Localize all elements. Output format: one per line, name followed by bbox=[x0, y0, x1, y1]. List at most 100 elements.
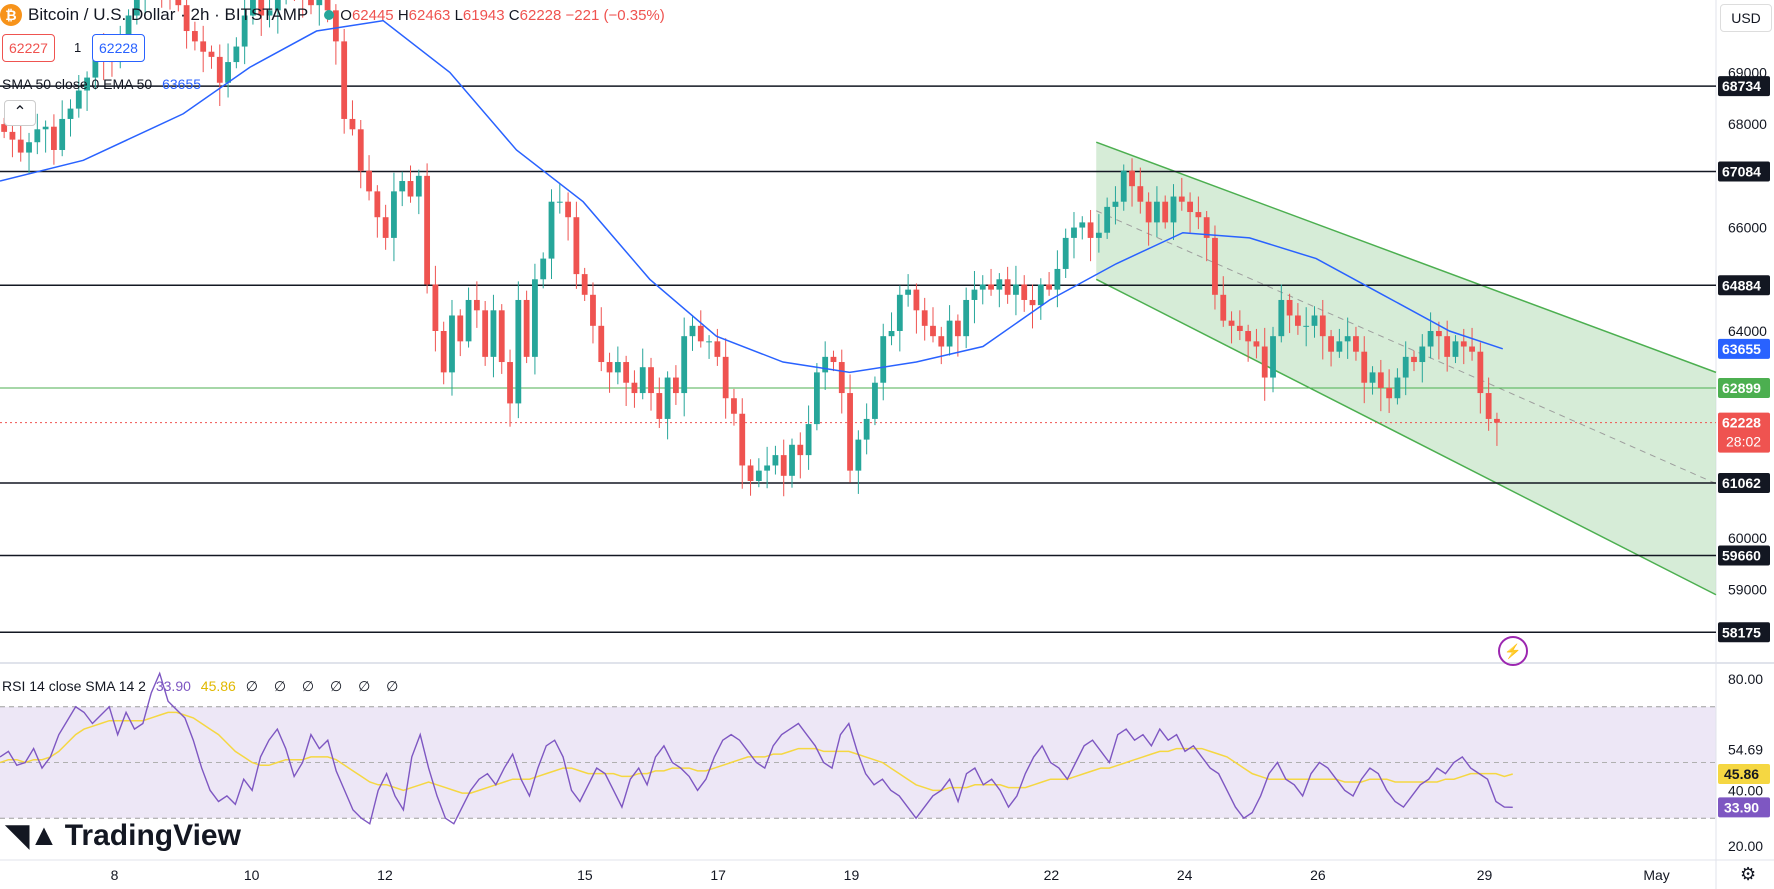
candle-body[interactable] bbox=[523, 299, 530, 357]
candle-body[interactable] bbox=[432, 284, 439, 331]
candle-body[interactable] bbox=[532, 279, 538, 357]
candle-body[interactable] bbox=[440, 331, 447, 373]
candle-body[interactable] bbox=[1, 124, 8, 132]
candle-body[interactable] bbox=[755, 470, 762, 481]
candle-body[interactable] bbox=[1369, 372, 1376, 383]
symbol-title[interactable]: Bitcoin / U.S. Dollar · 2h · BITSTAMP bbox=[28, 5, 309, 24]
candle-body[interactable] bbox=[1220, 294, 1227, 321]
sell-price-button[interactable]: 62227 bbox=[2, 34, 55, 62]
candle-body[interactable] bbox=[1120, 170, 1127, 202]
candle-body[interactable] bbox=[515, 299, 522, 404]
candle-body[interactable] bbox=[689, 325, 696, 337]
candle-body[interactable] bbox=[805, 424, 812, 456]
candle-body[interactable] bbox=[813, 372, 820, 425]
candle-body[interactable] bbox=[449, 315, 455, 373]
candle-body[interactable] bbox=[1071, 227, 1077, 238]
candle-body[interactable] bbox=[1245, 331, 1252, 342]
candle-body[interactable] bbox=[324, 0, 331, 11]
candle-body[interactable] bbox=[349, 118, 356, 130]
candle-body[interactable] bbox=[913, 289, 920, 311]
candle-body[interactable] bbox=[1344, 336, 1351, 342]
candle-body[interactable] bbox=[863, 418, 870, 440]
candle-body[interactable] bbox=[1054, 268, 1061, 290]
candle-body[interactable] bbox=[1328, 336, 1334, 352]
sma-legend[interactable]: SMA 50 close 0 EMA 50 63655 bbox=[2, 76, 201, 92]
candle-body[interactable] bbox=[357, 129, 364, 171]
candle-body[interactable] bbox=[233, 46, 240, 63]
chevron-up-icon[interactable]: ⌃ bbox=[4, 100, 36, 126]
candle-body[interactable] bbox=[648, 367, 654, 394]
candle-body[interactable] bbox=[1427, 331, 1434, 347]
candle-body[interactable] bbox=[1452, 341, 1459, 357]
candle-body[interactable] bbox=[26, 142, 32, 153]
candle-body[interactable] bbox=[67, 108, 74, 119]
candle-body[interactable] bbox=[465, 299, 472, 342]
candle-body[interactable] bbox=[1460, 341, 1467, 347]
rsi-legend[interactable]: RSI 14 close SMA 14 2 33.90 45.86 ∅ ∅ ∅ … bbox=[2, 678, 404, 695]
candle-body[interactable] bbox=[598, 325, 605, 363]
candle-body[interactable] bbox=[191, 31, 198, 42]
candle-body[interactable] bbox=[556, 201, 563, 203]
candle-body[interactable] bbox=[1394, 377, 1401, 399]
candle-body[interactable] bbox=[1079, 222, 1086, 228]
candle-body[interactable] bbox=[1270, 336, 1276, 378]
candle-body[interactable] bbox=[1228, 320, 1235, 326]
candle-body[interactable] bbox=[1145, 201, 1152, 223]
candle-body[interactable] bbox=[1253, 341, 1260, 347]
candle-body[interactable] bbox=[341, 41, 348, 119]
candle-body[interactable] bbox=[1278, 299, 1285, 337]
candle-body[interactable] bbox=[979, 284, 986, 290]
candle-body[interactable] bbox=[573, 217, 580, 275]
candle-body[interactable] bbox=[1294, 315, 1301, 326]
candle-body[interactable] bbox=[565, 201, 571, 218]
candle-body[interactable] bbox=[59, 118, 66, 150]
candle-body[interactable] bbox=[175, 0, 182, 6]
candle-body[interactable] bbox=[274, 0, 281, 11]
lightning-icon[interactable]: ⚡ bbox=[1498, 636, 1528, 666]
currency-selector[interactable]: USD bbox=[1720, 4, 1772, 32]
gear-icon[interactable]: ⚙ bbox=[1740, 864, 1757, 884]
candle-body[interactable] bbox=[1129, 170, 1135, 187]
candle-body[interactable] bbox=[507, 362, 513, 404]
candle-body[interactable] bbox=[258, 0, 265, 16]
candle-body[interactable] bbox=[930, 325, 936, 337]
candle-body[interactable] bbox=[1013, 284, 1019, 295]
candle-body[interactable] bbox=[1377, 372, 1384, 388]
candle-body[interactable] bbox=[1178, 196, 1185, 202]
candle-body[interactable] bbox=[1411, 356, 1417, 363]
candle-body[interactable] bbox=[921, 310, 928, 326]
candle-body[interactable] bbox=[614, 362, 621, 373]
candle-body[interactable] bbox=[1435, 331, 1442, 337]
candle-body[interactable] bbox=[731, 398, 737, 414]
channel-lower-line[interactable] bbox=[1095, 278, 1717, 596]
candle-body[interactable] bbox=[672, 377, 679, 394]
candle-body[interactable] bbox=[1311, 315, 1318, 326]
candle-body[interactable] bbox=[581, 274, 588, 295]
candle-body[interactable] bbox=[1319, 315, 1326, 337]
candle-body[interactable] bbox=[1137, 186, 1144, 202]
candle-body[interactable] bbox=[1286, 299, 1293, 316]
candle-body[interactable] bbox=[424, 175, 431, 285]
candle-body[interactable] bbox=[838, 362, 845, 394]
candle-body[interactable] bbox=[780, 455, 787, 476]
candle-body[interactable] bbox=[399, 181, 406, 192]
candle-body[interactable] bbox=[1087, 222, 1094, 238]
candle-body[interactable] bbox=[482, 310, 489, 357]
candle-body[interactable] bbox=[1469, 346, 1475, 352]
candle-body[interactable] bbox=[664, 377, 671, 419]
candle-body[interactable] bbox=[183, 5, 190, 32]
candle-body[interactable] bbox=[888, 331, 895, 337]
candle-body[interactable] bbox=[1353, 336, 1359, 352]
candle-body[interactable] bbox=[250, 0, 256, 16]
candle-body[interactable] bbox=[75, 90, 82, 109]
candle-body[interactable] bbox=[954, 320, 961, 337]
candle-body[interactable] bbox=[1104, 206, 1111, 233]
candle-body[interactable] bbox=[1386, 387, 1393, 399]
candle-body[interactable] bbox=[316, 0, 323, 6]
candle-body[interactable] bbox=[1419, 346, 1426, 363]
rsi-sma-line[interactable] bbox=[0, 711, 1513, 794]
candle-body[interactable] bbox=[656, 393, 663, 419]
candle-body[interactable] bbox=[34, 129, 41, 143]
candle-body[interactable] bbox=[830, 356, 837, 363]
candle-body[interactable] bbox=[92, 51, 99, 78]
